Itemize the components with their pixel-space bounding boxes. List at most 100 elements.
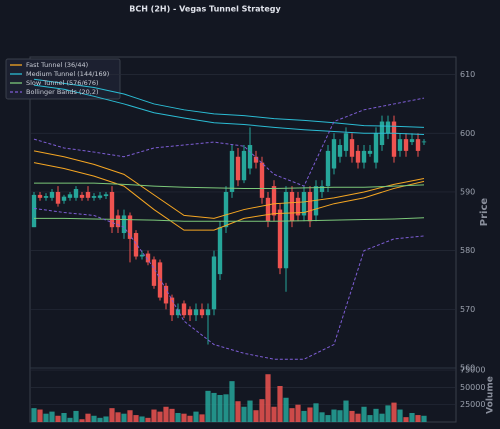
volume-bar	[49, 411, 55, 422]
volume-bar	[385, 405, 391, 422]
legend-label: Medium Tunnel (144/169)	[26, 70, 109, 78]
volume-bar	[199, 414, 205, 422]
candle-body	[31, 194, 37, 228]
volume-bar	[193, 411, 199, 422]
volume-bar	[67, 417, 73, 422]
volume-bar	[73, 410, 79, 422]
tunnel-line	[33, 78, 425, 128]
candle-body	[421, 141, 427, 143]
volume-bar	[139, 416, 145, 422]
candle-body	[163, 285, 169, 304]
volume-tick-label: 50000	[460, 383, 485, 392]
candle-body	[193, 309, 199, 316]
y-axis-label: Price	[479, 198, 490, 227]
volume-bar	[211, 392, 217, 422]
candle-body	[415, 139, 421, 151]
candle-body	[247, 145, 253, 169]
volume-bar	[163, 406, 169, 422]
volume-bar	[349, 410, 355, 422]
candle-body	[259, 162, 265, 198]
candle-body	[121, 215, 127, 234]
candle-body	[277, 209, 283, 269]
volume-bar	[247, 400, 253, 422]
candle-body	[325, 150, 331, 187]
volume-bar	[31, 408, 37, 422]
volume-bar	[421, 415, 427, 422]
candle-body	[199, 309, 205, 316]
y-tick-label: 590	[460, 187, 475, 196]
volume-bar	[307, 407, 313, 422]
volume-bar	[121, 413, 127, 422]
volume-bar	[217, 395, 223, 422]
candle-body	[139, 254, 145, 257]
candle-body	[391, 121, 397, 157]
tunnel-line	[33, 84, 425, 135]
candle-body	[55, 191, 61, 204]
volume-bar	[133, 415, 139, 422]
candle-body	[43, 196, 49, 198]
candle-body	[373, 133, 379, 163]
volume-bar	[325, 415, 331, 422]
candle-body	[85, 191, 91, 198]
candle-body	[385, 121, 391, 134]
candle-body	[283, 191, 289, 269]
candle-body	[337, 145, 343, 157]
candle-body	[91, 196, 97, 198]
volume-bar	[277, 386, 283, 422]
candle-body	[397, 139, 403, 151]
candle-body	[211, 256, 217, 310]
volume-bar	[397, 409, 403, 422]
volume-bar	[205, 390, 211, 422]
volume-bar	[85, 413, 91, 422]
candle-body	[217, 227, 223, 275]
volume-bar	[97, 417, 103, 422]
candle-body	[157, 262, 163, 298]
candle-body	[301, 191, 307, 216]
candle-body	[73, 189, 79, 198]
candle-body	[49, 191, 55, 198]
volume-bar	[361, 406, 367, 422]
volume-bar	[151, 409, 157, 422]
volume-bar	[403, 417, 409, 422]
candle-body	[349, 139, 355, 157]
tunnel-line	[34, 217, 425, 222]
candle-body	[169, 297, 175, 316]
y-tick-label: 610	[460, 70, 475, 79]
volume-bar	[373, 408, 379, 422]
candle-body	[205, 309, 211, 316]
volume-bar	[337, 410, 343, 422]
volume-bar	[127, 410, 133, 422]
volume-bar	[379, 413, 385, 422]
candle-body	[289, 191, 295, 222]
volume-bar	[313, 403, 319, 422]
volume-bar	[61, 413, 67, 422]
volume-bar	[331, 409, 337, 422]
y-tick-label: 570	[460, 305, 475, 314]
candle-body	[307, 191, 313, 222]
candle-body	[127, 215, 133, 239]
volume-axis-label: Volume	[486, 376, 496, 414]
candle-body	[187, 309, 193, 316]
candle-body	[109, 191, 115, 228]
volume-bar	[229, 381, 235, 422]
candle-body	[103, 194, 109, 197]
tunnel-line	[33, 207, 425, 360]
volume-bar	[283, 397, 289, 422]
candle-body	[97, 195, 103, 198]
volume-tick-label: 25000	[460, 400, 485, 409]
volume-bar	[55, 415, 61, 422]
volume-bar	[367, 415, 373, 422]
volume-bar	[175, 413, 181, 422]
volume-bar	[391, 402, 397, 422]
volume-bar	[295, 404, 301, 422]
candle-body	[367, 150, 373, 154]
volume-tick-label: 75000	[460, 366, 485, 375]
y-tick-label: 600	[460, 129, 475, 138]
volume-bar	[181, 413, 187, 422]
candle-body	[115, 215, 121, 228]
candle-body	[235, 156, 241, 181]
volume-bar	[409, 413, 415, 422]
candle-body	[175, 309, 181, 316]
candle-body	[61, 196, 67, 201]
